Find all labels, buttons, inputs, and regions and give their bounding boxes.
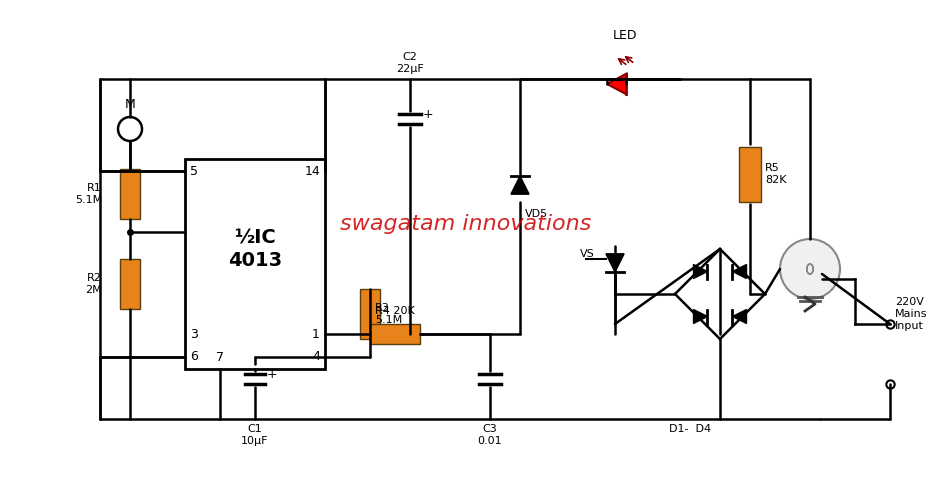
Polygon shape bbox=[694, 264, 707, 278]
Text: LED: LED bbox=[612, 29, 637, 42]
Text: 3: 3 bbox=[190, 328, 198, 341]
Polygon shape bbox=[607, 74, 627, 94]
Text: R4 20K: R4 20K bbox=[375, 306, 415, 316]
Text: M: M bbox=[124, 98, 136, 111]
Bar bbox=[370, 324, 420, 344]
Polygon shape bbox=[694, 309, 707, 323]
Bar bbox=[185, 159, 325, 369]
Text: R3
5.1M: R3 5.1M bbox=[375, 303, 402, 325]
Bar bbox=[739, 147, 761, 202]
Text: C3
0.01: C3 0.01 bbox=[478, 424, 502, 445]
Text: +: + bbox=[267, 367, 278, 380]
Polygon shape bbox=[511, 176, 529, 194]
Bar bbox=[360, 289, 380, 339]
Polygon shape bbox=[733, 264, 746, 278]
Text: 220V
Mains
Input: 220V Mains Input bbox=[895, 297, 927, 331]
Text: VD5: VD5 bbox=[525, 209, 548, 219]
Circle shape bbox=[118, 117, 142, 141]
Text: D1-  D4: D1- D4 bbox=[669, 424, 711, 434]
Text: 14: 14 bbox=[304, 164, 320, 178]
Text: 1: 1 bbox=[312, 328, 320, 341]
Polygon shape bbox=[733, 309, 746, 323]
Text: +: + bbox=[423, 107, 433, 121]
Text: R1
5.1M: R1 5.1M bbox=[75, 183, 102, 205]
Text: ½IC
4013: ½IC 4013 bbox=[228, 228, 283, 270]
Circle shape bbox=[780, 239, 840, 299]
Polygon shape bbox=[606, 254, 624, 272]
Text: 4: 4 bbox=[312, 351, 320, 364]
Text: C1
10μF: C1 10μF bbox=[241, 424, 268, 445]
Text: swagatam innovations: swagatam innovations bbox=[340, 214, 592, 234]
Text: R2
2M: R2 2M bbox=[85, 273, 102, 295]
Text: VS: VS bbox=[580, 249, 594, 259]
Text: 5: 5 bbox=[190, 164, 198, 178]
Text: C2
22μF: C2 22μF bbox=[396, 52, 424, 74]
Text: 6: 6 bbox=[190, 351, 198, 364]
Text: R5
82K: R5 82K bbox=[765, 163, 787, 185]
Bar bbox=[120, 169, 140, 219]
Bar bbox=[120, 259, 140, 309]
Text: 7: 7 bbox=[216, 351, 224, 364]
